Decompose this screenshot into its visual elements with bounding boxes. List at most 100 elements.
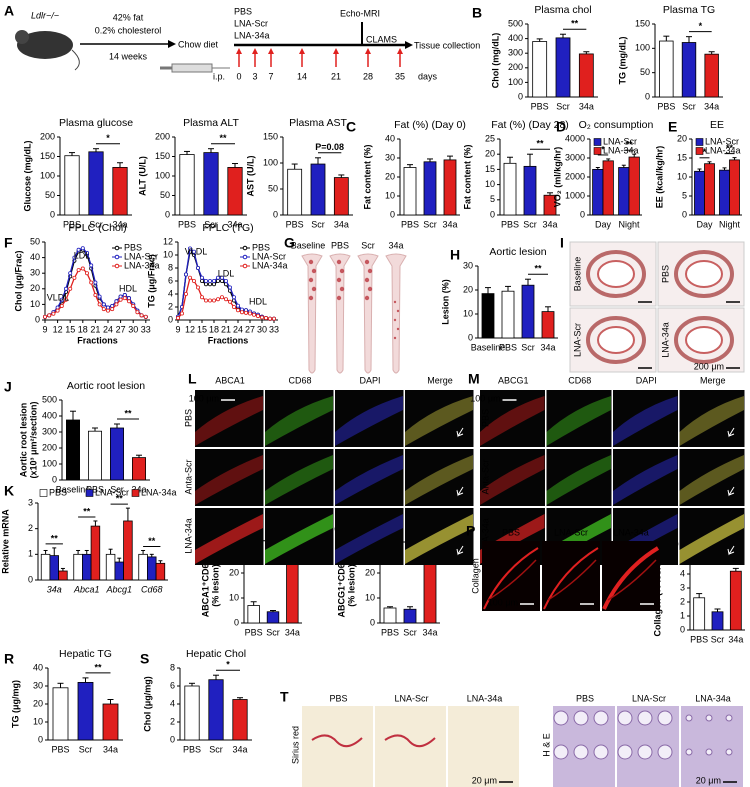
series-marker [187, 246, 192, 251]
significance-label: P=0.08 [315, 142, 344, 152]
series-marker [139, 313, 144, 318]
x-tick-label: 34a [334, 219, 349, 229]
legend-marker [242, 245, 248, 251]
image-label: LNA-34a [613, 527, 649, 537]
x-tick-label: Cd68 [141, 584, 163, 594]
panel-label: L [188, 371, 197, 387]
series-marker [76, 247, 81, 252]
legend-swatch [85, 489, 94, 497]
y-tick-label: 2 [170, 716, 175, 726]
bar [52, 687, 69, 741]
y-tick-label: 3 [680, 582, 685, 592]
significance-label: ** [219, 133, 227, 143]
legend-label: LNA-Scr [603, 136, 637, 146]
bar [227, 167, 243, 216]
bar [232, 699, 248, 741]
x-tick-label: 33 [269, 324, 279, 334]
lesion-spot [339, 268, 345, 274]
y-tick-label: 100 [635, 43, 650, 53]
chow: Chow diet [178, 39, 219, 49]
injection-arrow [333, 48, 339, 54]
x-tick-label: Night [719, 219, 741, 229]
bar [77, 682, 94, 741]
arrow [727, 545, 735, 556]
y-tick-label: 20 [365, 567, 375, 577]
series-marker [203, 282, 208, 287]
bar [147, 556, 157, 581]
bar [179, 154, 195, 216]
x-tick-label: 12 [53, 324, 63, 334]
y-tick-label: 150 [40, 151, 55, 161]
x-tick-label: PBS [178, 219, 196, 229]
series-marker [179, 311, 184, 316]
bar [82, 553, 92, 581]
y-tick-label: 4 [170, 698, 175, 708]
bar [704, 163, 715, 216]
y-axis-label: Glucose (mg/dL) [22, 140, 32, 211]
image-label: LNA-34a [467, 693, 503, 703]
panel-label: R [4, 651, 14, 667]
y-axis-label: Aortic root lesion [18, 403, 28, 478]
collagen-signal [487, 559, 537, 601]
bar [64, 155, 80, 216]
collagen-signal [602, 546, 660, 610]
fluorescence-image [613, 449, 678, 506]
image-label: LNA-34a [695, 693, 731, 703]
bar [403, 608, 417, 624]
series-marker [114, 302, 119, 307]
arrow [727, 486, 735, 497]
bar [423, 561, 437, 624]
image-label: Baseline [291, 240, 326, 250]
x-tick-label: 34a [442, 219, 457, 229]
series-marker [215, 278, 220, 283]
y-axis-label: AST (U/L) [245, 156, 255, 197]
fluorescence-image [480, 449, 545, 506]
series-marker [211, 298, 216, 303]
mouse-label: Ldlr−/− [31, 10, 59, 20]
y-tick-label: 30 [33, 680, 43, 690]
x-tick-label: 15 [65, 324, 75, 334]
bar [110, 427, 125, 481]
significance-label: * [699, 21, 703, 31]
significance-label: ** [83, 506, 91, 516]
collagen-signal [607, 559, 657, 601]
chart-title: Hepatic TG [59, 648, 112, 660]
histology-image [448, 706, 519, 787]
bar [693, 597, 706, 631]
image-label: LNA-Scr [394, 693, 428, 703]
y-tick-label: 15 [677, 152, 687, 162]
fluorescence-signal [613, 396, 678, 446]
mouse-icon [71, 49, 80, 71]
x-tick-label: 12 [185, 324, 195, 334]
x-tick-label: Night [618, 219, 640, 229]
x-tick-label: 18 [78, 324, 88, 334]
aortic-root [586, 316, 646, 364]
treatment: PBS [234, 6, 252, 16]
series-marker [122, 296, 127, 301]
row-label: PBS [183, 409, 193, 427]
channel-label: ABCG1 [498, 375, 529, 385]
series-marker [223, 278, 228, 283]
y-axis-label: ABCG1⁺CD68⁺ [336, 553, 346, 617]
significance-label: ** [94, 662, 102, 672]
y-tick-label: 6 [168, 275, 173, 285]
x-tick-label: Scr [79, 744, 93, 754]
series-marker [223, 297, 228, 302]
x-tick-label: Scr [209, 744, 223, 754]
channel-label: ABCA1 [215, 375, 245, 385]
legend-label: LNA-34a [141, 487, 177, 497]
y-tick-label: 30 [385, 152, 395, 162]
day: 14 [297, 71, 307, 81]
series-marker [199, 295, 204, 300]
series-marker [247, 311, 252, 316]
x-tick-label: PBS [286, 219, 304, 229]
series-marker [68, 271, 73, 276]
channel-label: CD68 [288, 375, 311, 385]
image-label: LNA-Scr [554, 527, 588, 537]
significance-label: * [106, 133, 110, 143]
lesion-spot [336, 259, 342, 265]
fluorescence-image [546, 390, 612, 447]
y-tick-label: 50 [45, 190, 55, 200]
y-tick-label: 3000 [565, 152, 585, 162]
series-marker [131, 303, 136, 308]
